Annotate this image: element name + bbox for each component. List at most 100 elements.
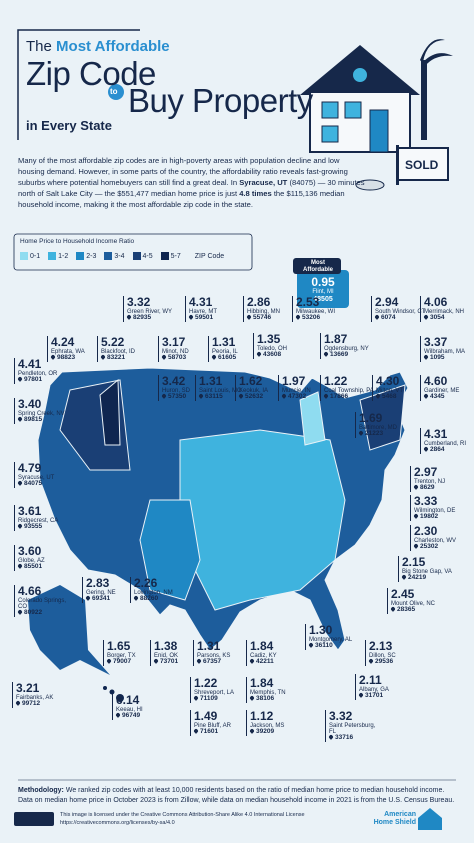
method-label: Methodology: bbox=[18, 787, 64, 794]
intro-text: Many of the most affordable zip codes ar… bbox=[18, 156, 348, 187]
place: Ogdensburg, NY bbox=[324, 345, 369, 352]
legend: 0-1 1-2 2-3 3-4 4-5 5-7 ZIP Code bbox=[20, 252, 224, 260]
ratio: 4.30 bbox=[376, 374, 400, 388]
ratio: 1.22 bbox=[324, 374, 348, 388]
logo-mark bbox=[418, 808, 442, 830]
zip: 84075 bbox=[18, 480, 54, 488]
map-label: 3.32 Green River, WY 82935 bbox=[123, 296, 172, 322]
featured-box bbox=[297, 270, 349, 308]
place: Baltimore, MD bbox=[359, 424, 398, 431]
legend-zip: ZIP Code bbox=[195, 253, 224, 260]
place: Gardiner, ME bbox=[424, 387, 460, 394]
map-label: 4.41 Pendleton, OR 97801 bbox=[14, 358, 57, 384]
zip: 38106 bbox=[250, 695, 286, 703]
zip: 43608 bbox=[257, 351, 287, 359]
place: Shreveport, LA bbox=[194, 689, 235, 696]
place: Saint Louis, MO bbox=[199, 387, 242, 394]
zip: 85501 bbox=[18, 563, 45, 571]
place: Saint Petersburg, FL bbox=[329, 722, 376, 735]
ratio: 2.86 bbox=[247, 295, 271, 309]
place: Wilmington, DE bbox=[414, 507, 456, 514]
place: Milton, VT bbox=[376, 387, 404, 394]
place: Hibbing, MN bbox=[247, 308, 281, 315]
legend-label: 0-1 bbox=[30, 252, 41, 260]
ratio: 1.65 bbox=[107, 639, 131, 653]
place: Huron, SD bbox=[162, 387, 191, 394]
legend-item: 1-2 bbox=[48, 252, 68, 260]
ratio: 4.41 bbox=[18, 357, 42, 371]
place: Mount Olive, NC bbox=[391, 600, 436, 607]
place: Borger, TX bbox=[107, 652, 136, 659]
place: Dillon, SC bbox=[369, 652, 396, 659]
place: Cumberland, RI bbox=[424, 440, 467, 447]
place: Green River, WY bbox=[127, 308, 173, 315]
place: Havre, MT bbox=[189, 308, 218, 315]
place: Charleston, WV bbox=[414, 537, 457, 544]
ratio: 3.40 bbox=[18, 397, 42, 411]
map-label: 4.31 Cumberland, RI 2864 bbox=[420, 428, 466, 454]
title-top: The Most Affordable bbox=[26, 38, 170, 55]
ratio: 3.32 bbox=[127, 295, 151, 309]
map-label: 3.60 Globe, AZ 85501 bbox=[14, 545, 45, 571]
map-label: 1.22 Shreveport, LA 71109 bbox=[190, 677, 234, 703]
map-label: 2.83 Gering, NE 69341 bbox=[82, 577, 116, 603]
ratio: 1.84 bbox=[250, 676, 274, 690]
intro-text: the $115,136 median household income, ma… bbox=[18, 189, 345, 209]
ratio: 2.97 bbox=[414, 465, 438, 479]
ratio: 2.45 bbox=[391, 587, 415, 601]
ratio: 4.31 bbox=[424, 427, 448, 441]
place: Cadiz, KY bbox=[250, 652, 277, 659]
place: Lovington, NM bbox=[134, 589, 173, 596]
place: Minot, ND bbox=[162, 348, 189, 355]
ratio: 1.84 bbox=[250, 639, 274, 653]
zip: 13669 bbox=[324, 351, 369, 359]
zip: 52632 bbox=[239, 393, 268, 401]
ratio: 1.38 bbox=[154, 639, 178, 653]
legend-label: 3-4 bbox=[114, 252, 125, 260]
zip: 71109 bbox=[194, 695, 234, 703]
map-label: 1.30 Montgomery, AL 36110 bbox=[305, 624, 352, 650]
zip: 3054 bbox=[424, 314, 464, 322]
title-sub: in Every State bbox=[26, 118, 112, 133]
ratio: 2.26 bbox=[134, 576, 158, 590]
legend-label: 2-3 bbox=[86, 252, 97, 260]
featured-ratio: 0.95 bbox=[311, 275, 335, 289]
place: Pendleton, OR bbox=[18, 370, 58, 377]
map-label: 4.66 Colorado Springs, CO 80922 bbox=[14, 585, 70, 617]
map-label: 3.33 Wilmington, DE 19802 bbox=[410, 495, 455, 521]
legend-label: 4-5 bbox=[142, 252, 153, 260]
map-label: 4.24 Ephrata, WA 98823 bbox=[47, 336, 85, 362]
legend-item: 0-1 bbox=[20, 252, 40, 260]
map-label: 6.14 Keeau, HI 96749 bbox=[112, 694, 143, 720]
ratio: 1.30 bbox=[309, 623, 333, 637]
title-to: to bbox=[110, 87, 118, 96]
map-label: 1.62 Keokuk, IA 52632 bbox=[235, 375, 268, 401]
map-label: 2.86 Hibbing, MN 55746 bbox=[243, 296, 280, 322]
ratio: 2.94 bbox=[375, 295, 399, 309]
ratio: 2.11 bbox=[359, 673, 382, 687]
map-label: 1.65 Borger, TX 79007 bbox=[103, 640, 136, 666]
map-label: 2.30 Charleston, WV 25302 bbox=[410, 525, 456, 551]
map-label: 2.15 Big Stone Gap, VA 24219 bbox=[398, 556, 452, 582]
map-label: 3.21 Fairbanks, AK 99712 bbox=[12, 682, 53, 708]
zip: 97801 bbox=[18, 376, 57, 384]
map-label: 2.97 Trenton, NJ 8629 bbox=[410, 466, 445, 492]
zip: 33716 bbox=[329, 734, 381, 742]
zip: 6074 bbox=[375, 314, 425, 322]
place: Gering, NE bbox=[86, 589, 116, 596]
place: Coal Township, PA bbox=[324, 387, 374, 394]
license-url: https://creativecommons.org/licenses/by-… bbox=[60, 819, 175, 826]
map-label: 1.84 Memphis, TN 38106 bbox=[246, 677, 286, 703]
ratio: 3.37 bbox=[424, 335, 448, 349]
ratio: 2.15 bbox=[402, 555, 426, 569]
zip: 79007 bbox=[107, 658, 136, 666]
title-highlight: Most Affordable bbox=[56, 38, 170, 55]
place: Montgomery, AL bbox=[309, 636, 353, 643]
zip: 89815 bbox=[18, 416, 65, 424]
intro-bold: 4.8 times bbox=[239, 189, 272, 198]
zip: 24219 bbox=[402, 574, 452, 582]
legend-swatch bbox=[104, 252, 113, 260]
ratio: 4.66 bbox=[18, 584, 42, 598]
place: Albany, GA bbox=[359, 686, 389, 693]
